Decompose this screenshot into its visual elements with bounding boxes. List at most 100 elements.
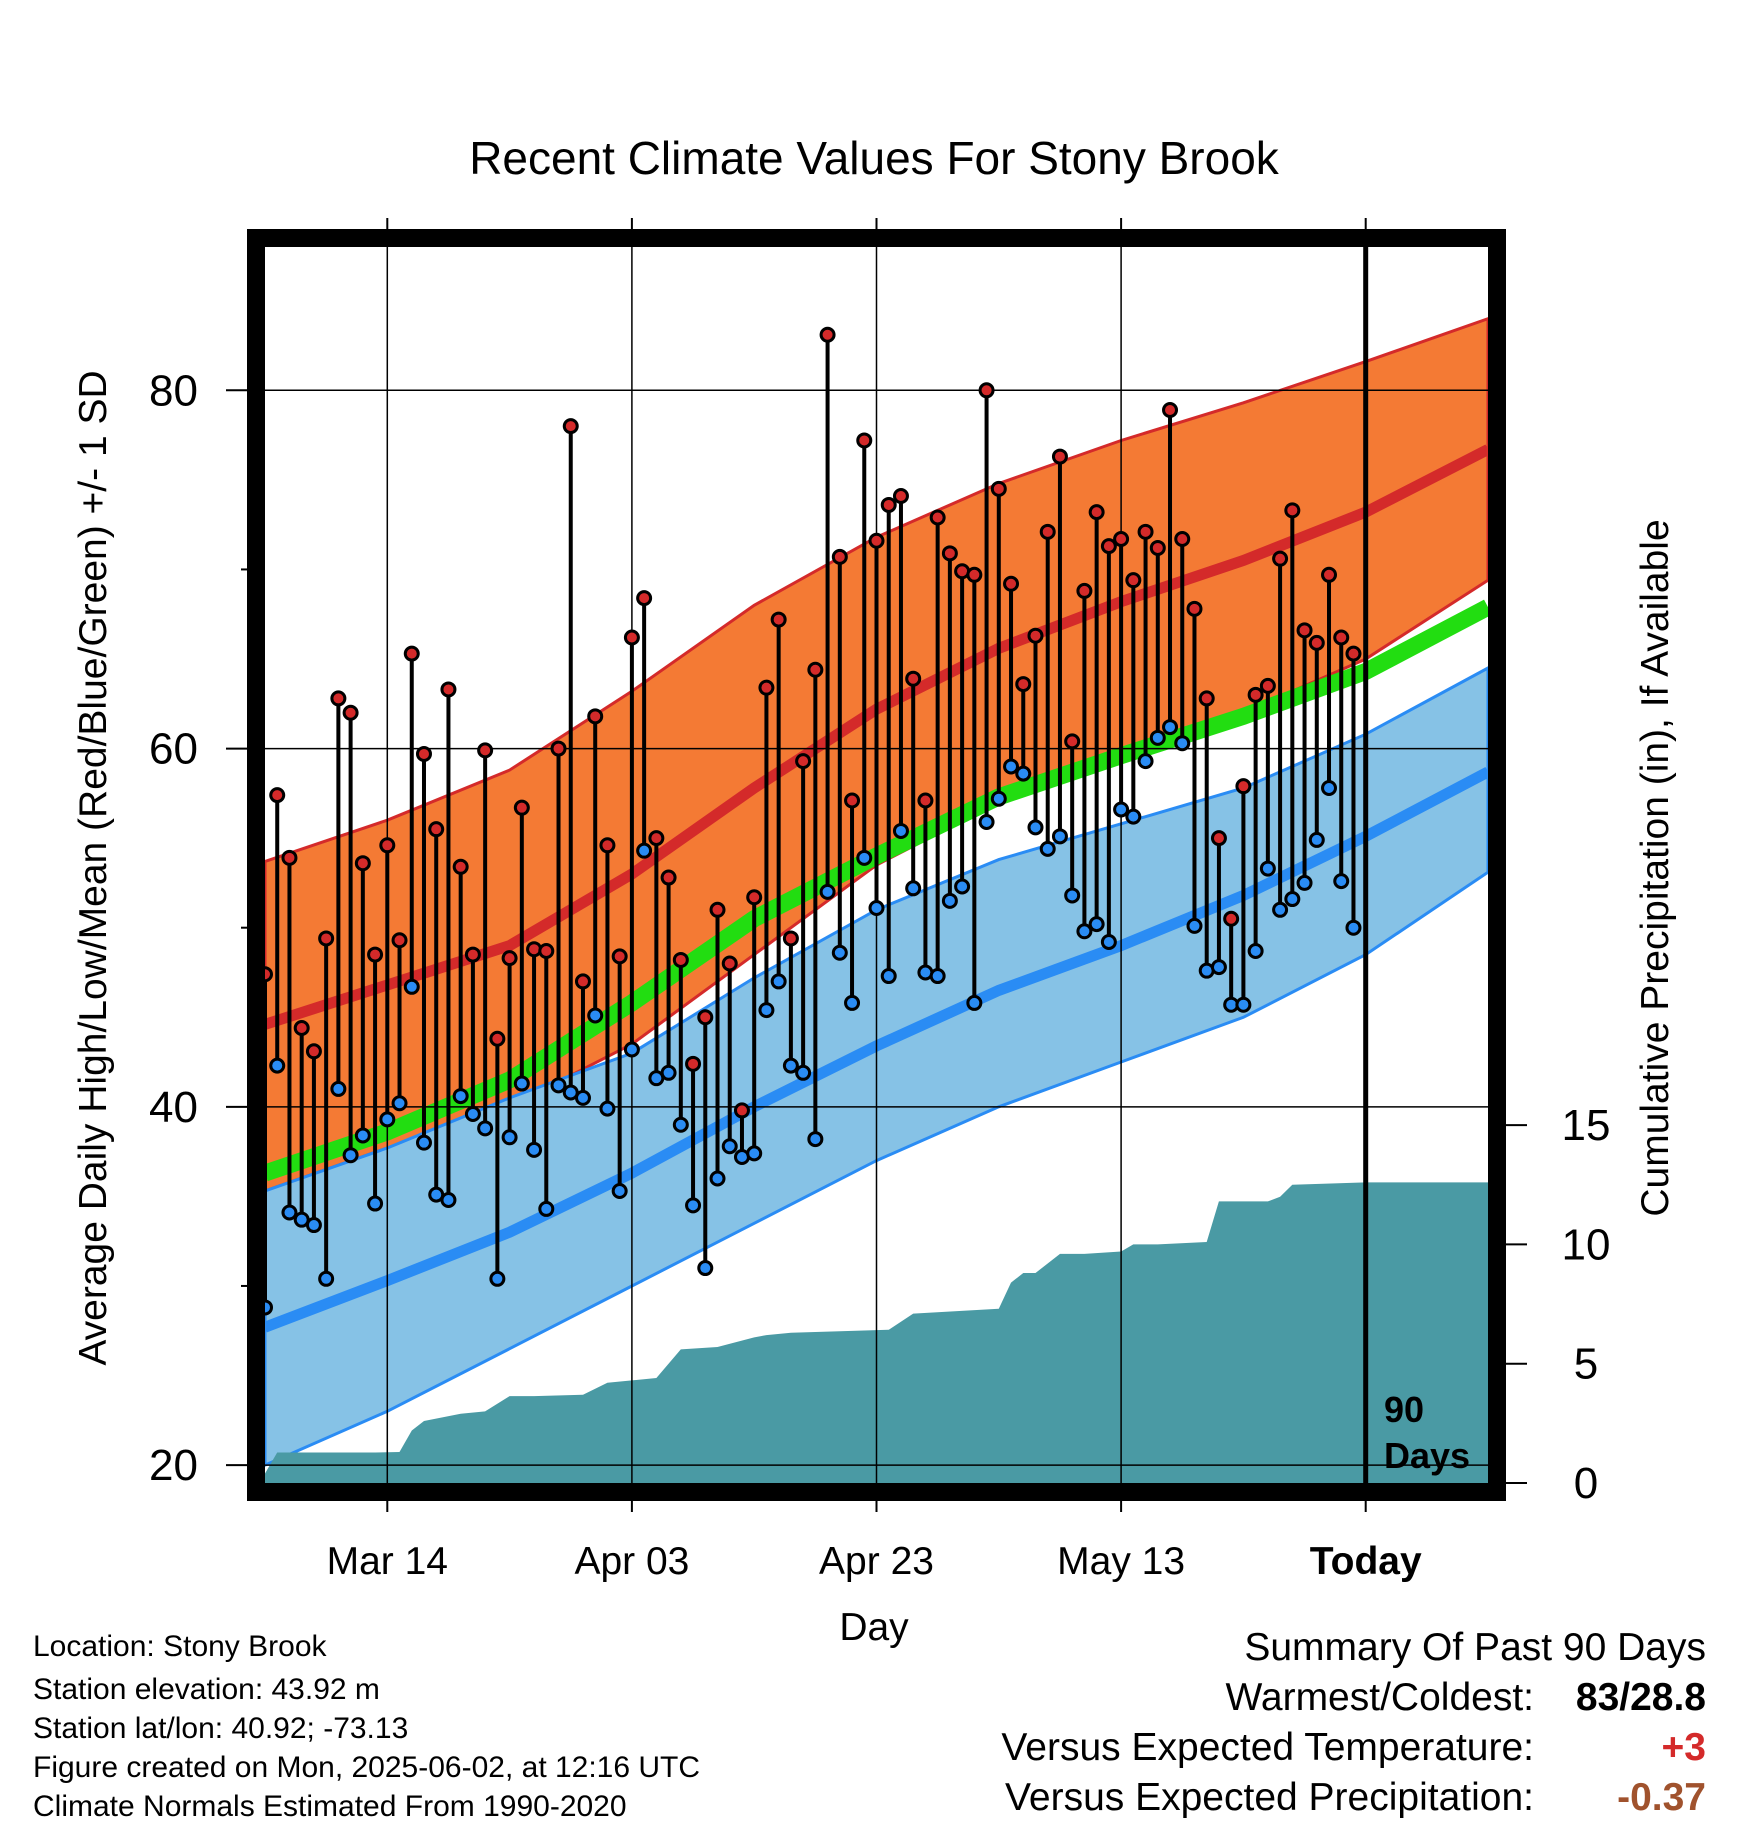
summary-title: Summary Of Past 90 Days (1244, 1626, 1706, 1669)
daily-low-point (1113, 801, 1130, 818)
window-label-days-count: 90 (1384, 1389, 1424, 1430)
daily-marks (265, 326, 1362, 1316)
summary-precipitation: Versus Expected Precipitation: -0.37 (1005, 1776, 1706, 1820)
daily-low-point (819, 883, 836, 900)
daily-high-point (746, 889, 763, 906)
daily-high-point (1284, 502, 1301, 519)
daily-high-point (978, 382, 995, 399)
elevation-text: Station elevation: 43.92 m (33, 1673, 380, 1706)
daily-low-point (929, 968, 946, 985)
temp-label: Versus Expected Temperature: (1001, 1726, 1534, 1769)
created-text: Figure created on Mon, 2025-06-02, at 12… (33, 1751, 701, 1784)
daily-high-point (1100, 538, 1117, 555)
daily-low-point (1259, 860, 1276, 877)
daily-low-point (489, 1270, 506, 1287)
daily-low-point (1064, 887, 1081, 904)
daily-high-point (807, 661, 824, 678)
warm-cold-label: Warmest/Coldest: (1225, 1676, 1534, 1719)
daily-high-point (265, 966, 273, 983)
daily-high-point (1051, 448, 1068, 465)
daily-high-point (305, 1043, 322, 1060)
daily-low-point (1149, 729, 1166, 746)
warm-cold-value: 83/28.8 (1575, 1676, 1706, 1719)
daily-low-point (550, 1077, 567, 1094)
daily-low-point (379, 1111, 396, 1128)
precip-value: -0.37 (1617, 1776, 1706, 1819)
daily-low-point (1137, 753, 1154, 770)
daily-low-point (318, 1270, 335, 1287)
daily-low-point (697, 1260, 714, 1277)
daily-high-point (844, 792, 861, 809)
daily-high-point (733, 1102, 750, 1119)
daily-low-point (770, 973, 787, 990)
window-label-days: Days (1384, 1435, 1470, 1476)
daily-low-point (391, 1095, 408, 1112)
daily-high-point (354, 855, 371, 872)
daily-low-point (709, 1170, 726, 1187)
daily-high-point (1088, 504, 1105, 521)
daily-low-point (281, 1204, 298, 1221)
daily-low-point (1100, 934, 1117, 951)
daily-high-point (709, 901, 726, 918)
daily-low-point (1186, 917, 1203, 934)
y-tick-label: 20 (149, 1441, 198, 1490)
daily-high-point (660, 869, 677, 886)
daily-low-point (1272, 901, 1289, 918)
y2-tick-label: 15 (1562, 1101, 1611, 1150)
daily-low-point (599, 1100, 616, 1117)
daily-low-point (880, 968, 897, 985)
daily-high-point (428, 821, 445, 838)
x-tick-label: Today (1310, 1540, 1422, 1583)
daily-high-point (1296, 622, 1313, 639)
daily-low-point (330, 1080, 347, 1097)
daily-high-point (1113, 530, 1130, 547)
daily-high-point (623, 629, 640, 646)
daily-high-point (1223, 910, 1240, 927)
daily-high-point (1027, 627, 1044, 644)
y2-tick-label: 10 (1562, 1220, 1611, 1269)
daily-low-point (354, 1127, 371, 1144)
daily-high-point (1137, 523, 1154, 540)
daily-low-point (1162, 719, 1179, 736)
daily-low-point (807, 1131, 824, 1148)
daily-low-point (795, 1064, 812, 1081)
daily-high-point (1308, 634, 1325, 651)
daily-low-point (538, 1200, 555, 1217)
daily-low-point (1345, 919, 1362, 936)
daily-high-point (342, 704, 359, 721)
daily-low-point (367, 1195, 384, 1212)
summary-warm-cold: Warmest/Coldest: 83/28.8 (1226, 1676, 1706, 1720)
daily-high-point (415, 745, 432, 762)
daily-low-point (265, 1299, 273, 1316)
precip-label: Versus Expected Precipitation: (1005, 1776, 1534, 1819)
daily-high-point (1003, 575, 1020, 592)
daily-high-point (1174, 530, 1191, 547)
daily-low-point (941, 892, 958, 909)
y2-tick-label: 5 (1574, 1340, 1598, 1389)
daily-high-point (599, 837, 616, 854)
daily-low-point (1296, 874, 1313, 891)
location-text: Location: Stony Brook (33, 1630, 327, 1663)
daily-high-point (1162, 402, 1179, 419)
daily-high-point (990, 480, 1007, 497)
daily-low-point (477, 1120, 494, 1137)
daily-high-point (538, 942, 555, 959)
daily-high-point (574, 973, 591, 990)
daily-low-point (844, 994, 861, 1011)
daily-low-point (1210, 959, 1227, 976)
daily-high-point (379, 837, 396, 854)
daily-high-point (1247, 686, 1264, 703)
daily-low-point (1076, 923, 1093, 940)
daily-low-point (966, 994, 983, 1011)
daily-high-point (1186, 600, 1203, 617)
daily-low-point (721, 1138, 738, 1155)
daily-high-point (1198, 690, 1215, 707)
daily-high-point (1272, 550, 1289, 567)
daily-high-point (648, 830, 665, 847)
daily-low-point (685, 1197, 702, 1214)
daily-low-point (1284, 891, 1301, 908)
daily-low-point (868, 899, 885, 916)
daily-low-point (1174, 735, 1191, 752)
axis-ticks: Mar 14 Apr 03 Apr 23 May 13 Today 20 40 60 80 0 5 1… (149, 218, 1610, 1583)
daily-high-point (281, 849, 298, 866)
